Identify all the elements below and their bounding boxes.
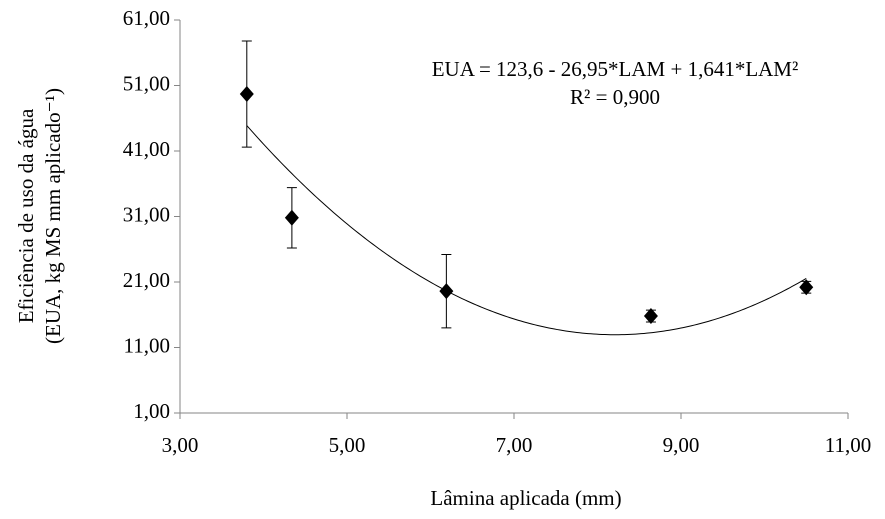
x-tick-label: 11,00 (825, 433, 871, 457)
point (239, 86, 254, 103)
x-axis-label: Lâmina aplicada (mm) (430, 486, 621, 510)
x-tick-label: 3,00 (162, 433, 199, 457)
point (643, 308, 658, 325)
y-tick-label: 61,00 (123, 6, 170, 30)
y-axis-label: Eficiência de uso da água (14, 108, 38, 323)
fit-equation: EUA = 123,6 - 26,95*LAM + 1,641*LAM² (432, 57, 799, 81)
y-tick-label: 21,00 (123, 268, 170, 292)
x-tick-label: 5,00 (329, 433, 366, 457)
point (284, 209, 299, 226)
x-tick-label: 9,00 (663, 433, 700, 457)
y-axis-label: (EUA, kg MS mm aplicado⁻¹) (41, 88, 65, 344)
fit-r2: R² = 0,900 (570, 85, 660, 109)
fit-curve (246, 125, 807, 336)
y-tick-label: 11,00 (124, 333, 170, 357)
y-tick-label: 51,00 (123, 71, 170, 95)
y-tick-label: 31,00 (123, 202, 170, 226)
point (439, 283, 454, 300)
x-tick-label: 7,00 (496, 433, 533, 457)
point (799, 279, 814, 296)
y-tick-label: 1,00 (133, 399, 170, 423)
y-tick-label: 41,00 (123, 137, 170, 161)
